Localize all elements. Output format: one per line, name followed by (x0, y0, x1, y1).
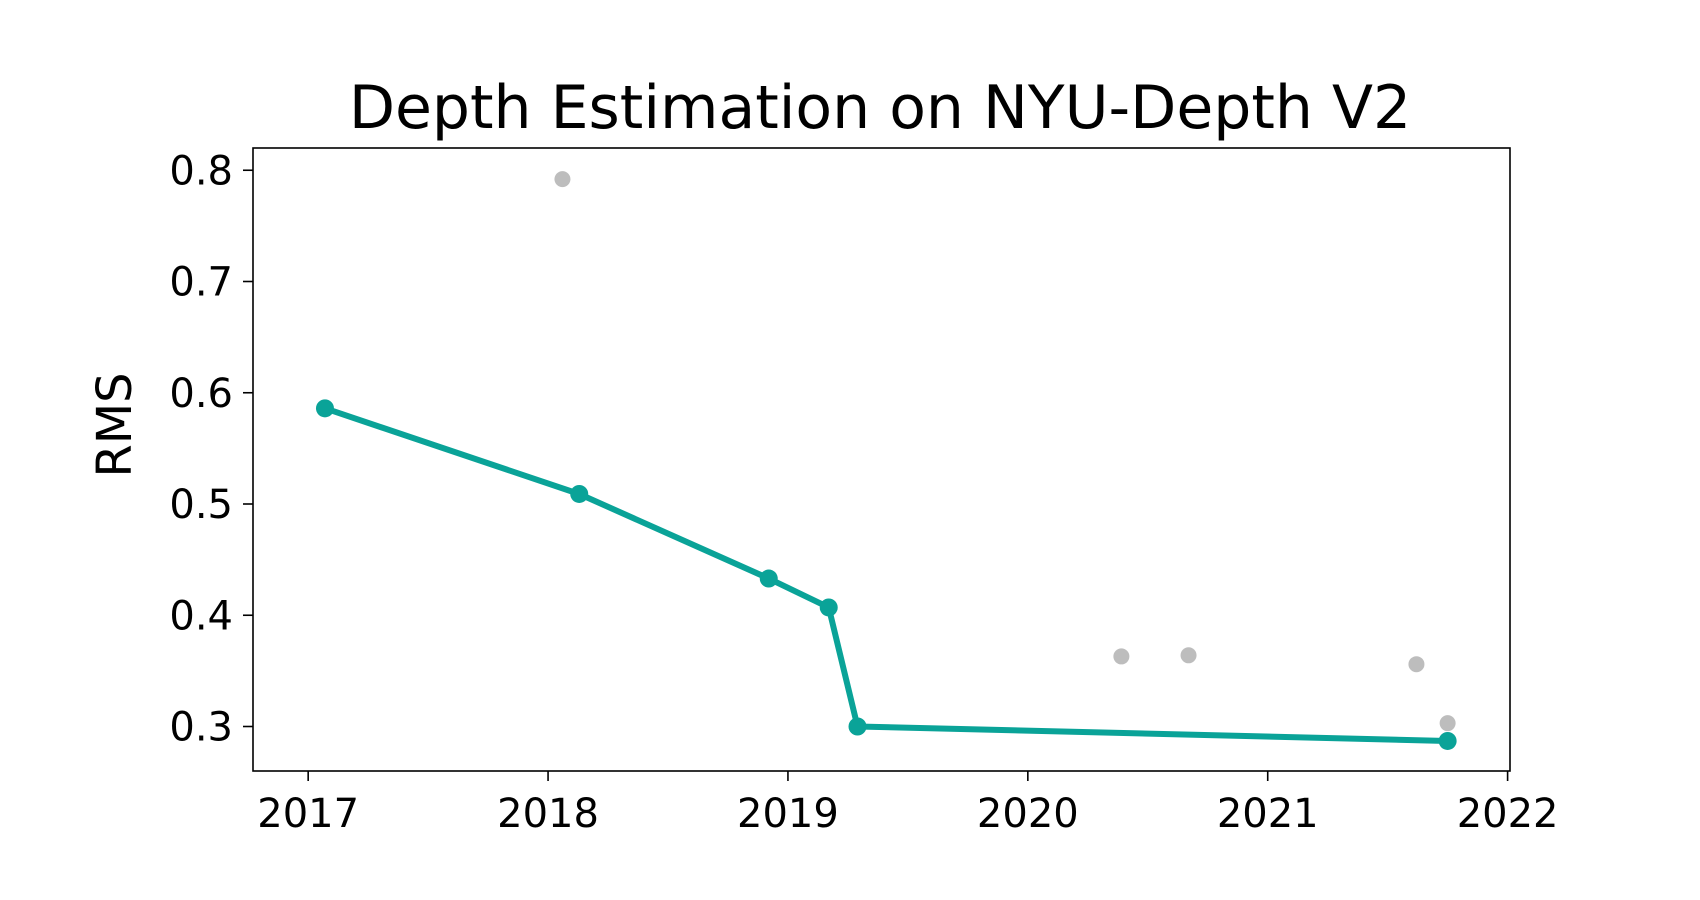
series-0-point (570, 484, 589, 503)
y-tick-label: 0.8 (169, 148, 233, 194)
series-0-point (819, 598, 838, 617)
x-tick-label: 2019 (737, 791, 839, 837)
series-0-point (1438, 731, 1457, 750)
series-1-point (1408, 656, 1425, 673)
series-1-point (554, 171, 571, 188)
series-0-point (315, 399, 334, 418)
y-tick-label: 0.5 (169, 482, 233, 528)
plot-area (315, 171, 1457, 750)
series-1-point (1180, 647, 1197, 664)
y-tick-label: 0.7 (169, 260, 233, 306)
series-1-point (1439, 715, 1456, 732)
y-tick-label: 0.3 (169, 705, 233, 751)
y-tick-label: 0.6 (169, 371, 233, 417)
y-tick-label: 0.4 (169, 593, 233, 639)
series-1-point (1113, 648, 1130, 665)
x-tick-label: 2018 (497, 791, 599, 837)
y-axis-label: RMS (87, 372, 143, 477)
series-0-point (848, 717, 867, 736)
series-0-point (759, 569, 778, 588)
axes-frame (252, 147, 1511, 772)
x-tick-label: 2022 (1457, 791, 1559, 837)
chart-title: Depth Estimation on NYU-Depth V2 (349, 73, 1411, 143)
x-tick-label: 2017 (257, 791, 359, 837)
x-tick-label: 2020 (977, 791, 1079, 837)
x-tick-label: 2021 (1217, 791, 1319, 837)
series-0-line (321, 405, 1451, 744)
